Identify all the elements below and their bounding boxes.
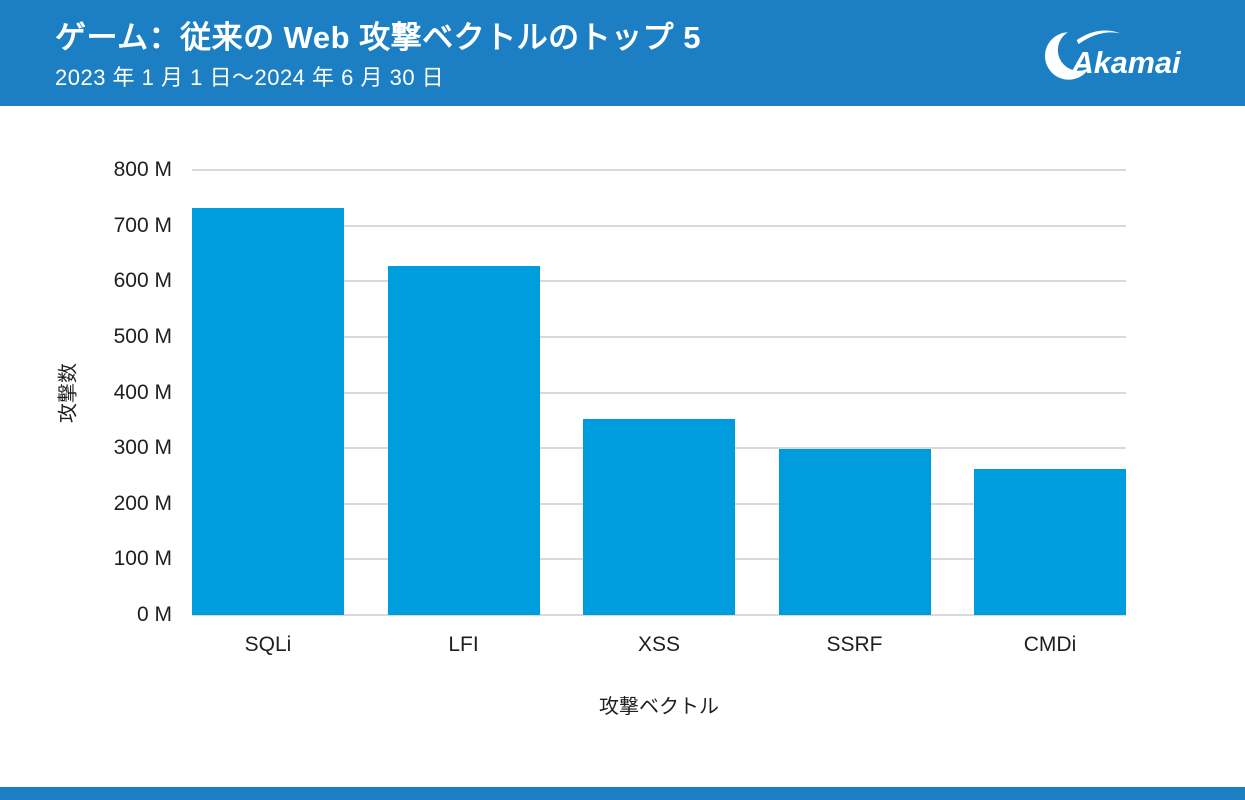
plot-area — [192, 169, 1126, 616]
y-tick-label: 700 M — [113, 213, 172, 237]
gridline — [192, 335, 1126, 338]
bar-xss — [583, 419, 735, 615]
y-tick-label: 200 M — [113, 491, 172, 515]
y-tick-label: 0 M — [136, 603, 172, 626]
bar-cmdi — [974, 469, 1126, 615]
y-axis-tick-labels: 0 M 100 M 200 M 300 M 400 M 500 M 600 M 700 M 80… — [0, 158, 172, 626]
y-tick-label: 400 M — [113, 380, 172, 404]
bar-sqli — [192, 208, 344, 615]
figure-subtitle: 2023 年 1 月 1 日～2024 年 6 月 30 日 — [55, 65, 445, 91]
x-tick-label: SSRF — [826, 633, 883, 656]
gridline — [192, 169, 1126, 171]
akamai-crescent-icon — [1045, 24, 1203, 84]
x-tick-label: LFI — [448, 633, 479, 656]
bar-lfi — [387, 266, 540, 615]
x-tick-label: CMDi — [1023, 633, 1077, 656]
x-axis-labels: SQLi LFI XSS SSRF CMDi — [192, 633, 1126, 657]
y-tick-label: 500 M — [113, 324, 172, 348]
gridline — [192, 614, 1126, 616]
y-tick-label: 100 M — [113, 547, 172, 571]
y-tick-label: 800 M — [113, 158, 172, 181]
akamai-logo: Akamai — [1045, 24, 1203, 84]
footer-bar — [0, 787, 1245, 800]
x-tick-label: SQLi — [244, 633, 292, 656]
gridline — [192, 224, 1126, 227]
gridline — [192, 280, 1126, 283]
bars-group — [192, 170, 1126, 615]
x-axis-title: 攻撃ベクトル — [599, 696, 719, 718]
bar-ssrf — [778, 449, 931, 615]
x-tick-label: XSS — [637, 633, 681, 656]
y-tick-label: 300 M — [113, 436, 172, 460]
figure-title: ゲーム：従来の Web 攻撃ベクトルのトップ 5 — [55, 20, 702, 55]
gridline — [192, 391, 1126, 394]
y-tick-label: 600 M — [113, 269, 172, 293]
header-banner: ゲーム：従来の Web 攻撃ベクトルのトップ 5 2023 年 1 月 1 日～… — [0, 0, 1245, 106]
akamai-wordmark: Akamai — [1071, 46, 1182, 80]
